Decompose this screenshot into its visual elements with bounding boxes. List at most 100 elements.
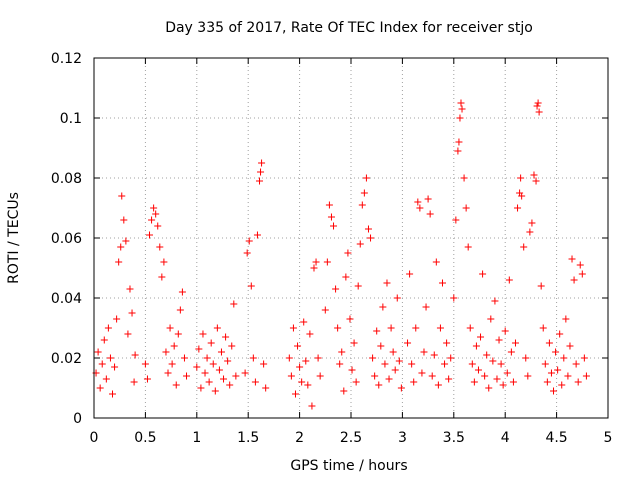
y-tick-label: 0.02 <box>51 351 82 367</box>
data-point <box>395 357 403 365</box>
data-point <box>489 357 497 365</box>
y-tick-label: 0.04 <box>51 291 82 307</box>
data-point <box>346 315 354 323</box>
data-point <box>526 228 534 236</box>
data-point <box>253 231 261 239</box>
x-tick-label: 0 <box>90 430 99 446</box>
data-point <box>466 324 474 332</box>
data-point <box>170 342 178 350</box>
data-point <box>445 375 453 383</box>
data-point <box>570 276 578 284</box>
data-point <box>226 381 234 389</box>
data-point <box>330 222 338 230</box>
data-point <box>528 219 536 227</box>
data-point <box>126 285 134 293</box>
data-point <box>201 369 209 377</box>
data-point <box>100 336 108 344</box>
data-point <box>215 366 223 374</box>
y-tick-label: 0.08 <box>51 171 82 187</box>
data-point <box>164 369 172 377</box>
data-point <box>174 330 182 338</box>
data-point <box>397 384 405 392</box>
data-point <box>310 264 318 272</box>
data-point <box>312 258 320 266</box>
data-point <box>118 192 126 200</box>
data-point <box>314 354 322 362</box>
data-point <box>306 330 314 338</box>
x-tick-label: 0.5 <box>134 430 156 446</box>
data-point <box>441 360 449 368</box>
data-point <box>106 354 114 362</box>
data-point <box>517 174 525 182</box>
data-point <box>154 222 162 230</box>
data-point <box>404 339 412 347</box>
data-point <box>518 192 526 200</box>
data-point <box>428 372 436 380</box>
data-point <box>257 168 265 176</box>
data-point <box>497 360 505 368</box>
data-point <box>209 360 217 368</box>
data-point <box>547 369 555 377</box>
data-point <box>251 378 259 386</box>
data-point <box>379 303 387 311</box>
data-point <box>354 282 362 290</box>
data-point <box>308 402 316 410</box>
data-point <box>385 375 393 383</box>
data-point <box>509 378 517 386</box>
data-point <box>537 282 545 290</box>
data-point <box>458 105 466 113</box>
data-point <box>348 366 356 374</box>
data-point <box>391 366 399 374</box>
data-point <box>352 378 360 386</box>
data-point <box>131 351 139 359</box>
data-point <box>115 258 123 266</box>
data-point <box>300 318 308 326</box>
data-point <box>572 360 580 368</box>
data-point <box>183 372 191 380</box>
data-point <box>156 243 164 251</box>
data-point <box>493 375 501 383</box>
data-point <box>430 351 438 359</box>
chart-title: Day 335 of 2017, Rate Of TEC Index for r… <box>165 20 533 36</box>
grid <box>94 58 608 418</box>
data-point <box>141 360 149 368</box>
data-point <box>166 324 174 332</box>
data-point <box>412 324 420 332</box>
data-point <box>503 369 511 377</box>
data-point <box>562 315 570 323</box>
data-point <box>228 342 236 350</box>
data-point <box>168 360 176 368</box>
data-point <box>485 384 493 392</box>
data-point <box>94 348 102 356</box>
data-point <box>389 348 397 356</box>
data-point <box>296 363 304 371</box>
data-point <box>158 273 166 281</box>
data-point <box>558 381 566 389</box>
data-point <box>375 381 383 389</box>
axis-ticks: 0 0.5 1 1.5 2 2.5 3 3.5 4 4.5 5 0 0.02 0.04 0.06 0.08 0.… <box>51 51 613 446</box>
data-point <box>507 348 515 356</box>
data-point <box>535 108 543 116</box>
data-point <box>576 261 584 269</box>
data-point <box>291 390 299 398</box>
data-point <box>180 354 188 362</box>
data-point <box>422 303 430 311</box>
data-point <box>325 201 333 209</box>
data-point <box>340 387 348 395</box>
data-point <box>178 288 186 296</box>
data-point <box>98 360 106 368</box>
x-tick-label: 5 <box>604 430 613 446</box>
data-point <box>468 360 476 368</box>
data-point <box>197 384 205 392</box>
data-point <box>321 306 329 314</box>
data-point <box>344 249 352 257</box>
x-tick-label: 1 <box>192 430 201 446</box>
data-point <box>511 339 519 347</box>
x-tick-label: 2 <box>295 430 304 446</box>
data-point <box>443 339 451 347</box>
data-point <box>193 363 201 371</box>
data-point <box>574 378 582 386</box>
data-point <box>410 378 418 386</box>
data-point <box>302 357 310 365</box>
